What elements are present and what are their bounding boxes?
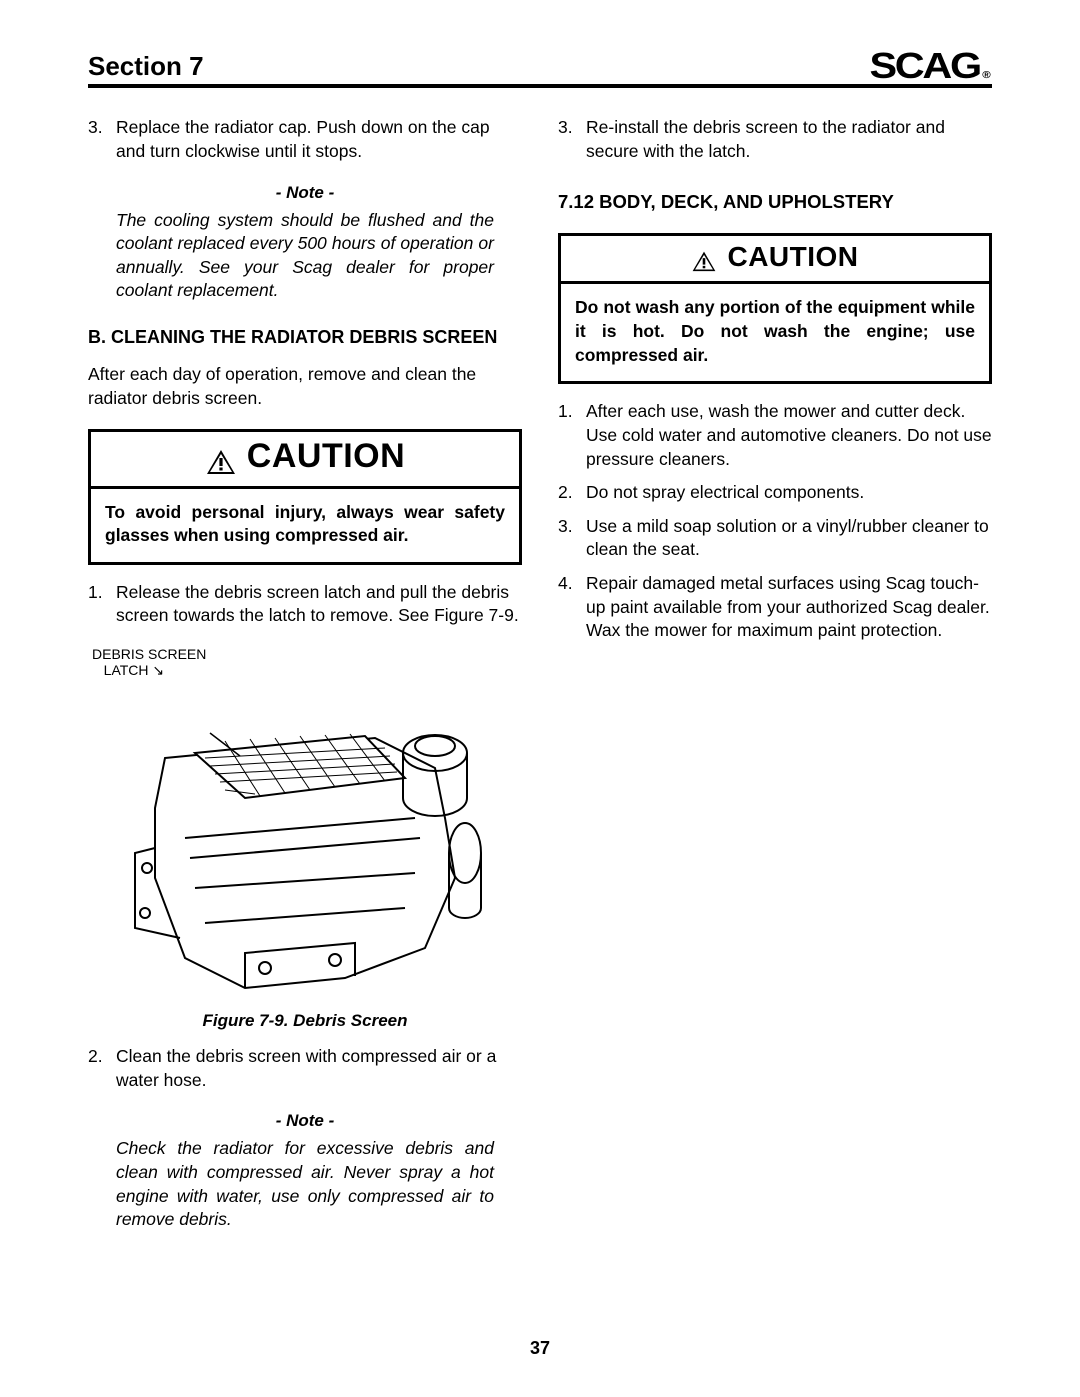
list-item: 1. Release the debris screen latch and p… (88, 581, 522, 628)
list-item: 3. Re-install the debris screen to the r… (558, 116, 992, 163)
list-item: 3. Replace the radiator cap. Push down o… (88, 116, 522, 163)
two-column-layout: 3. Replace the radiator cap. Push down o… (88, 116, 992, 1231)
brand-logo: SCAG® (869, 50, 988, 82)
manual-page: Section 7 SCAG® 3. Replace the radiator … (0, 0, 1080, 1272)
list-text: Use a mild soap solution or a vinyl/rubb… (586, 515, 992, 562)
list-item: 2. Clean the debris screen with compress… (88, 1045, 522, 1092)
note-body: The cooling system should be flushed and… (116, 209, 494, 304)
body-text: After each day of operation, remove and … (88, 363, 522, 410)
caution-body: To avoid personal injury, always wear sa… (91, 489, 519, 562)
list-number: 4. (558, 572, 586, 643)
caution-title: CAUTION (727, 238, 858, 276)
list-item: 1. After each use, wash the mower and cu… (558, 400, 992, 471)
section-heading: 7.12 BODY, DECK, AND UPHOLSTERY (558, 190, 992, 215)
engine-illustration (88, 678, 522, 1008)
note-label: - Note - (88, 182, 522, 205)
list-item: 2. Do not spray electrical components. (558, 481, 992, 505)
list-number: 1. (88, 581, 116, 628)
page-number: 37 (0, 1338, 1080, 1359)
subsection-title: B. CLEANING THE RADIATOR DEBRIS SCREEN (88, 325, 522, 349)
note-body: Check the radiator for excessive debris … (116, 1137, 494, 1232)
caution-box: CAUTION Do not wash any portion of the e… (558, 233, 992, 385)
list-number: 1. (558, 400, 586, 471)
section-label: Section 7 (88, 51, 204, 82)
list-text: Replace the radiator cap. Push down on t… (116, 116, 522, 163)
list-text: Release the debris screen latch and pull… (116, 581, 522, 628)
list-number: 3. (88, 116, 116, 163)
list-number: 3. (558, 515, 586, 562)
figure: DEBRIS SCREEN LATCH ↘ (88, 646, 522, 1033)
list-text: Re-install the debris screen to the radi… (586, 116, 992, 163)
caution-body: Do not wash any portion of the equipment… (561, 284, 989, 381)
list-text: Do not spray electrical components. (586, 481, 992, 505)
caution-header: CAUTION (91, 432, 519, 489)
list-number: 2. (558, 481, 586, 505)
right-column: 3. Re-install the debris screen to the r… (558, 116, 992, 1231)
list-text: Repair damaged metal surfaces using Scag… (586, 572, 992, 643)
list-item: 4. Repair damaged metal surfaces using S… (558, 572, 992, 643)
warning-icon (691, 245, 717, 268)
list-number: 3. (558, 116, 586, 163)
list-number: 2. (88, 1045, 116, 1092)
caution-title: CAUTION (247, 434, 405, 480)
figure-callout: DEBRIS SCREEN LATCH ↘ (92, 646, 522, 678)
caution-header: CAUTION (561, 236, 989, 285)
list-text: After each use, wash the mower and cutte… (586, 400, 992, 471)
warning-icon (205, 443, 237, 471)
page-header: Section 7 SCAG® (88, 50, 992, 88)
list-text: Clean the debris screen with compressed … (116, 1045, 522, 1092)
figure-caption: Figure 7-9. Debris Screen (88, 1010, 522, 1033)
note-label: - Note - (88, 1110, 522, 1133)
caution-box: CAUTION To avoid personal injury, always… (88, 429, 522, 565)
list-item: 3. Use a mild soap solution or a vinyl/r… (558, 515, 992, 562)
left-column: 3. Replace the radiator cap. Push down o… (88, 116, 522, 1231)
